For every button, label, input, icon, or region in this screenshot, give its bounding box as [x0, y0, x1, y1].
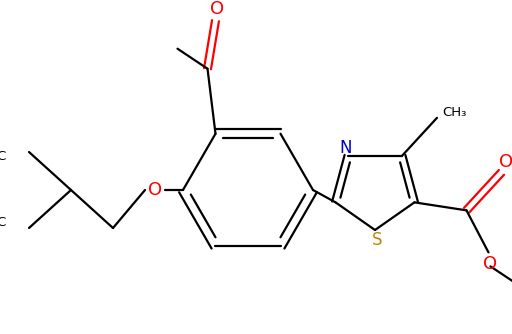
Text: CH₃: CH₃: [442, 106, 466, 119]
Text: O: O: [499, 153, 512, 171]
Text: S: S: [372, 231, 382, 249]
Text: H₃C: H₃C: [0, 216, 7, 229]
Text: H₃C: H₃C: [0, 151, 7, 164]
Text: O: O: [210, 0, 225, 18]
Text: N: N: [340, 139, 352, 157]
Text: O: O: [148, 181, 162, 199]
Text: O: O: [483, 256, 498, 273]
